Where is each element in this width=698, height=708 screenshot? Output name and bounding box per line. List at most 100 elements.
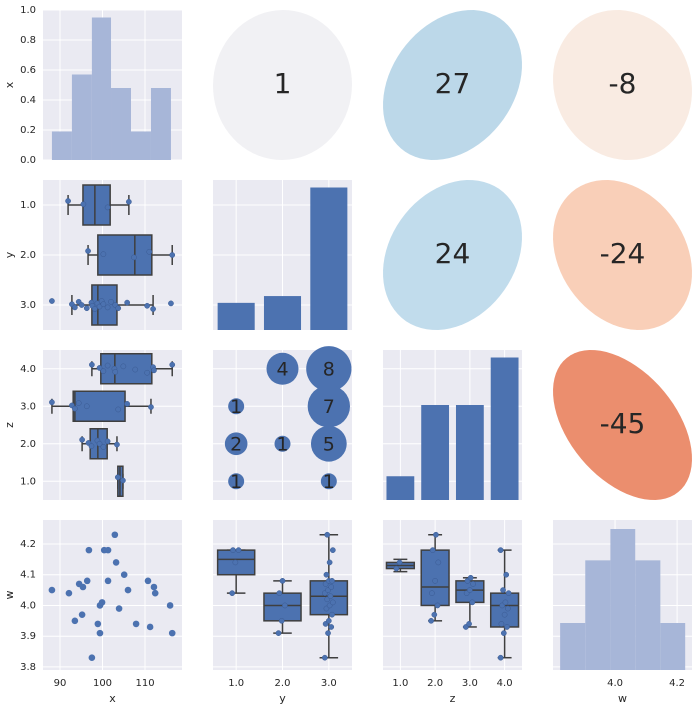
hist-bar [635, 560, 661, 670]
strip-point [326, 559, 333, 566]
y-tick-label: 0.4 [20, 95, 36, 106]
bubble-label: 1 [276, 433, 288, 455]
strip-point [329, 599, 336, 606]
strip-point [148, 404, 154, 410]
y-tick-label: 3.9 [20, 631, 36, 642]
strip-point [114, 441, 120, 448]
bar [386, 476, 415, 500]
bubble-label: 1 [323, 471, 335, 493]
correlation-label: -45 [600, 407, 646, 440]
y-tick-label: 3.0 [20, 300, 36, 311]
strip-point [75, 400, 82, 406]
scatter-point [104, 546, 112, 554]
y-axis-label: w [3, 591, 16, 600]
strip-point [120, 477, 126, 484]
scatter-point [120, 571, 128, 579]
strip-point [232, 559, 239, 566]
strip-point [467, 587, 473, 593]
bubble [310, 425, 347, 462]
y-tick-label: 3.8 [20, 662, 36, 673]
scatter-point [168, 629, 176, 637]
bubble [228, 398, 245, 415]
strip-point [429, 590, 435, 597]
box [100, 353, 153, 385]
strip-point [329, 611, 335, 618]
strip-point [126, 198, 132, 205]
strip-point [100, 444, 107, 450]
x-axis-label: y [279, 692, 286, 705]
x-tick-label: 110 [135, 678, 154, 689]
bubble-label: 5 [323, 433, 335, 455]
strip-point [467, 574, 474, 581]
strip-point [505, 590, 512, 597]
strip-point [72, 304, 78, 311]
strip-point [169, 361, 176, 368]
scatter-point [146, 623, 154, 631]
strip-point [469, 599, 476, 606]
scatter-point [79, 583, 87, 591]
box [420, 549, 450, 607]
scatter-point [48, 586, 56, 594]
x-tick-label: 3.0 [462, 678, 478, 689]
strip-point [144, 302, 150, 309]
bar [421, 405, 450, 500]
scatter-point [94, 620, 102, 628]
strip-point [503, 571, 510, 578]
hist-bar [660, 623, 686, 670]
y-axis-label: x [3, 81, 16, 88]
strip-point [504, 605, 511, 612]
scatter-point [88, 654, 96, 662]
strip-point [276, 590, 283, 597]
strip-point [150, 306, 156, 312]
strip-point [83, 403, 90, 410]
scatter-point [65, 589, 73, 597]
y-tick-label: 2.0 [20, 250, 36, 261]
correlation-ellipse [213, 10, 352, 160]
scatter-point [112, 559, 120, 566]
strip-point [329, 578, 335, 584]
x-tick-label: 4.0 [607, 678, 623, 689]
x-tick-label: 4.0 [497, 678, 513, 689]
box [97, 234, 153, 276]
scatter-point [83, 577, 91, 585]
scatter-point [98, 599, 106, 606]
strip-point [151, 367, 157, 374]
strip-point [83, 305, 90, 312]
bubble [266, 352, 299, 385]
strip-point [470, 581, 476, 587]
scatter-point [71, 617, 79, 625]
scatter-point [115, 605, 123, 612]
y-axis-label: y [3, 251, 16, 258]
strip-point [112, 369, 119, 375]
scatter-point [150, 583, 158, 591]
y-tick-label: 3.0 [20, 401, 36, 412]
strip-point [325, 630, 331, 636]
hist-bar [585, 560, 611, 670]
strip-point [131, 254, 137, 261]
hist-bar [91, 17, 112, 160]
bar [263, 296, 302, 330]
strip-point [434, 602, 441, 609]
strip-point [88, 443, 95, 449]
x-axis-label: z [450, 692, 456, 705]
scatter-point [78, 611, 86, 618]
bar [217, 302, 255, 330]
bubble-label: 7 [323, 396, 335, 418]
bar [310, 187, 348, 330]
scatter-point [104, 577, 112, 585]
strip-point [504, 624, 510, 630]
x-tick-label: 1.0 [392, 678, 408, 689]
y-tick-label: 2.0 [20, 439, 36, 450]
bubble [224, 432, 248, 456]
strip-point [120, 363, 127, 370]
strip-point [428, 617, 434, 624]
strip-point [96, 440, 103, 447]
strip-point [49, 399, 55, 406]
strip-point [393, 565, 400, 572]
strip-point [169, 252, 176, 258]
hist-bar [71, 74, 92, 160]
strip-point [100, 301, 107, 308]
hist-bar [130, 131, 151, 160]
strip-point [328, 584, 335, 590]
correlation-label: 1 [274, 67, 292, 100]
